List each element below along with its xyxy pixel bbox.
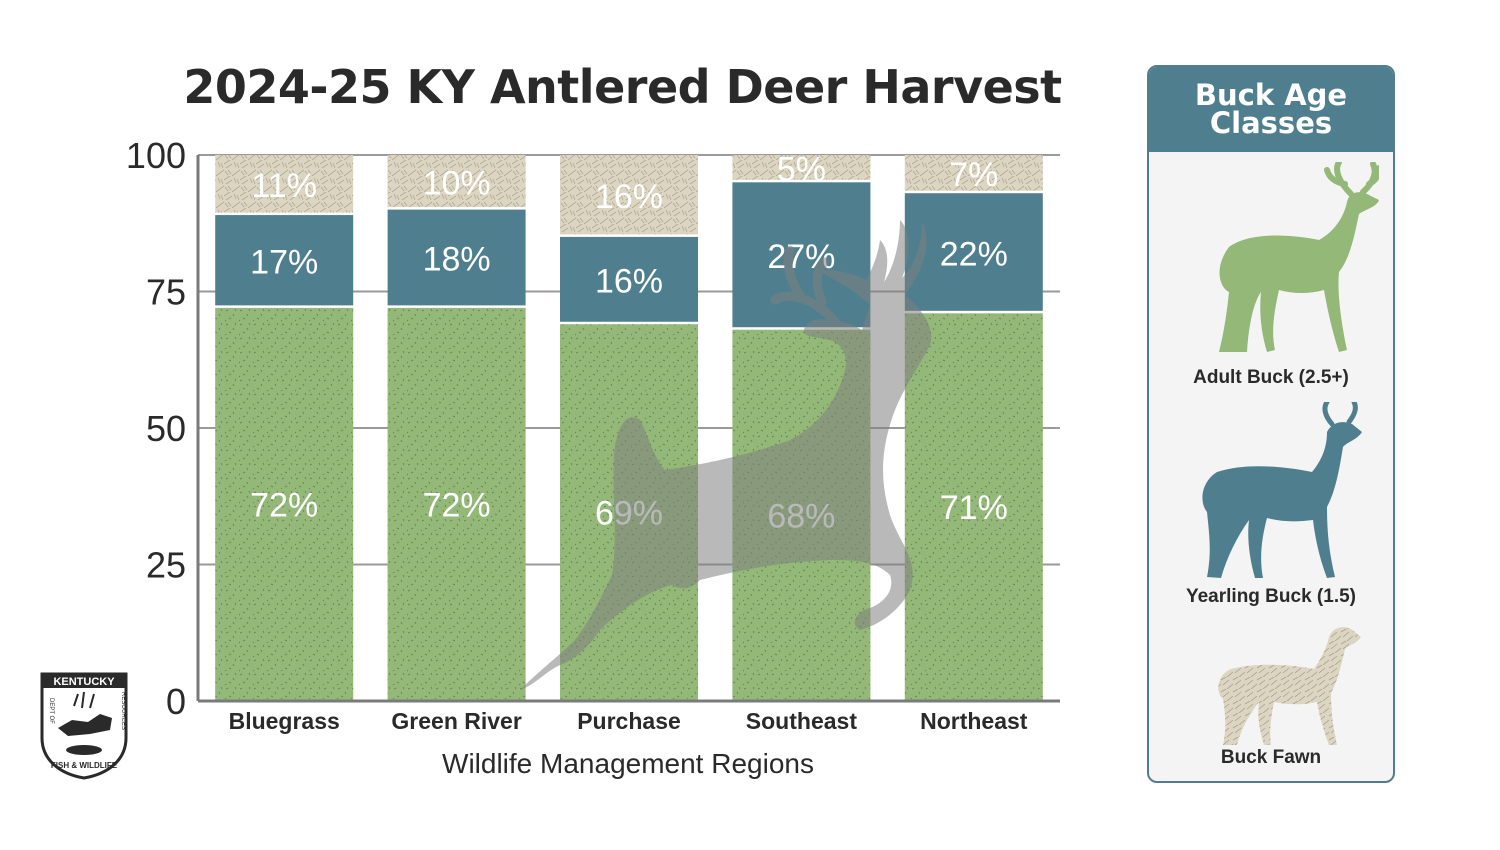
deer-antlers-icon xyxy=(73,691,95,709)
bar-data-label: 17% xyxy=(250,243,318,281)
chart-title: 2024-25 KY Antlered Deer Harvest xyxy=(183,60,1062,114)
leaping-deer-icon xyxy=(520,220,932,690)
bar-buck-fawn xyxy=(387,155,526,208)
legend-label-adult: Adult Buck (2.5+) xyxy=(1193,367,1349,388)
stacked-bar-chart: 72%17%11%72%18%10%69%16%16%68%27%5%71%22… xyxy=(126,135,1060,779)
bar-data-label: 71% xyxy=(940,489,1008,527)
legend-panel: Buck Age Classes Adult Buck (2.5+) Yearl… xyxy=(1147,65,1395,783)
logo-text-left: DEPT OF xyxy=(48,698,54,724)
bar-data-label: 72% xyxy=(250,486,318,524)
logo-text-right: RESOURCES xyxy=(120,692,126,730)
legend-label-fawn: Buck Fawn xyxy=(1220,747,1322,768)
bar-data-label: 16% xyxy=(595,263,663,301)
bar-data-label: 72% xyxy=(423,486,491,524)
x-tick-label: Purchase xyxy=(577,708,681,734)
bar-buck-fawn xyxy=(215,155,354,213)
y-tick-label: 100 xyxy=(126,135,186,176)
buck-fawn-icon xyxy=(1218,627,1361,745)
yearling-buck-icon xyxy=(1202,402,1362,578)
bar-data-label: 22% xyxy=(940,235,1008,273)
legend-label-yearling: Yearling Buck (1.5) xyxy=(1185,586,1356,607)
leaping-deer-silhouette xyxy=(520,220,932,690)
x-tick-label: Bluegrass xyxy=(229,708,340,734)
bar-data-label: 11% xyxy=(251,167,317,205)
x-tick-label: Green River xyxy=(391,708,521,734)
x-tick-label: Southeast xyxy=(746,708,858,734)
logo-text-top: KENTUCKY xyxy=(53,676,115,688)
bar-adult-buck xyxy=(215,307,354,701)
bar-data-label: 27% xyxy=(767,238,835,276)
bar-buck-fawn xyxy=(732,155,871,180)
bar-buck-fawn xyxy=(560,155,698,235)
bar-adult-buck xyxy=(904,313,1043,701)
bar-yearling-buck xyxy=(215,215,354,306)
bar-data-label: 16% xyxy=(595,178,663,216)
bar-yearling-buck xyxy=(387,209,526,306)
bar-yearling-buck xyxy=(904,193,1043,311)
y-tick-label: 0 xyxy=(166,681,186,722)
bar-data-label: 5% xyxy=(777,151,826,189)
y-tick-label: 75 xyxy=(146,272,186,313)
x-axis-label: Wildlife Management Regions xyxy=(442,748,814,779)
bars: 72%17%11%72%18%10%69%16%16%68%27%5%71%22… xyxy=(215,151,1043,701)
bar-buck-fawn xyxy=(904,155,1043,191)
bar-data-label: 10% xyxy=(423,164,491,202)
kentucky-fish-wildlife-logo: KENTUCKY DEPT OF RESOURCES FISH & WILDLI… xyxy=(40,672,128,780)
deer-antler-back-icon xyxy=(770,245,847,335)
axes: 0 25 50 75 100 Bluegrass Green River Purchase So… xyxy=(126,135,1060,734)
legend-title: Buck Age Classes xyxy=(1149,67,1393,152)
bar-yearling-buck xyxy=(560,236,698,322)
y-tick-label: 50 xyxy=(146,408,186,449)
fish-icon xyxy=(66,745,102,755)
bar-data-label: 7% xyxy=(949,156,998,194)
x-tick-label: Northeast xyxy=(920,708,1028,734)
logo-text-bottom: FISH & WILDLIFE xyxy=(51,761,118,770)
y-tick-label: 25 xyxy=(146,545,186,586)
bar-data-label: 18% xyxy=(423,241,491,279)
kentucky-state-icon xyxy=(58,714,112,736)
adult-buck-icon xyxy=(1219,162,1379,352)
bar-adult-buck xyxy=(387,307,526,701)
